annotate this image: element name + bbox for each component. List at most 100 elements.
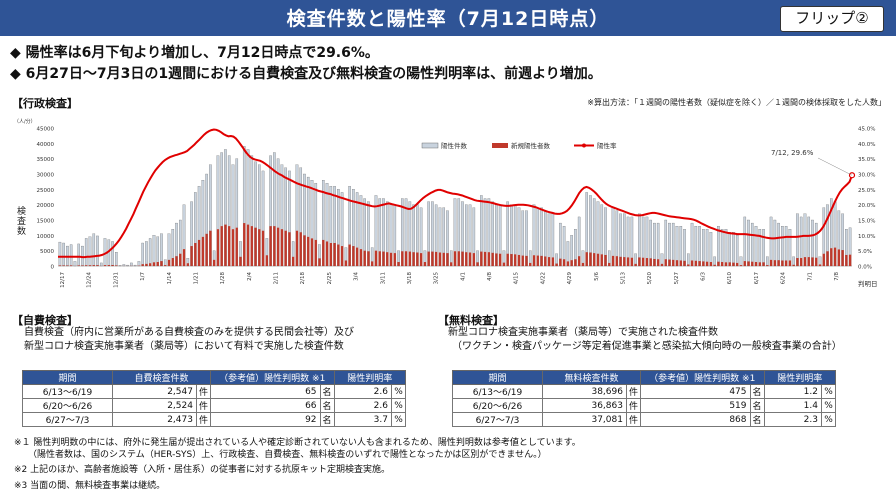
bar-positives bbox=[690, 260, 694, 266]
bar-positives bbox=[604, 254, 607, 266]
y-unit: （人/分） bbox=[14, 118, 36, 125]
y-tick-label: 40000 bbox=[37, 142, 55, 148]
bar-tests bbox=[769, 216, 773, 267]
bar-positives bbox=[261, 230, 265, 266]
bar-positives bbox=[796, 258, 799, 266]
self-test-desc-2: 新型コロナ検査実施事業者（薬局等）において有料で実施した検査件数 bbox=[24, 341, 344, 352]
bar-positives bbox=[322, 239, 325, 266]
bar-tests bbox=[713, 256, 716, 267]
x-tick-label: 4/29 bbox=[567, 272, 573, 285]
bar-positives bbox=[156, 262, 159, 266]
x-tick-label: 3/18 bbox=[407, 272, 413, 285]
bar-tests bbox=[141, 242, 144, 267]
y-axis-label: 検査数 bbox=[15, 205, 26, 236]
note-1: ※１ 陽性判明数の中には、府外に発生届が提出されている人や確定診断されていない人… bbox=[14, 438, 581, 448]
bar-positives bbox=[465, 252, 468, 266]
bar-positives bbox=[698, 261, 701, 266]
col-period: 期間 bbox=[452, 370, 543, 385]
bar-positives bbox=[66, 265, 69, 266]
y2-tick-label: 30.0% bbox=[858, 173, 875, 179]
bar-positives bbox=[239, 256, 242, 266]
bar-positives bbox=[337, 244, 340, 266]
table-row: 6/13～6/19 38,696 件 475 名 1.2% bbox=[452, 384, 836, 399]
legend-swatch-tests bbox=[421, 142, 439, 149]
bar-positives bbox=[273, 226, 276, 266]
x-tick-label: 12/31 bbox=[113, 272, 119, 288]
test-chart: 0 5000 10000 15000 20000 25000 30000 35000 40000… bbox=[14, 118, 878, 288]
bar-positives bbox=[299, 232, 302, 266]
legend-label: 陽性件数 bbox=[441, 141, 468, 150]
bar-positives bbox=[179, 253, 182, 266]
bar-positives bbox=[382, 251, 385, 266]
bar-positives bbox=[777, 260, 780, 266]
y2-tick-label: 35.0% bbox=[858, 157, 875, 163]
x-tick-label: 5/6 bbox=[594, 272, 600, 281]
title-bar bbox=[0, 0, 896, 36]
bar-tests bbox=[732, 232, 735, 267]
bar-positives bbox=[220, 226, 223, 266]
bar-positives bbox=[468, 252, 472, 266]
bar-positives bbox=[446, 253, 449, 266]
bar-positives bbox=[675, 260, 679, 266]
bar-positives bbox=[585, 252, 588, 266]
bar-positives bbox=[626, 257, 630, 266]
bar-positives bbox=[803, 257, 807, 266]
bar-positives bbox=[638, 257, 641, 266]
bar-positives bbox=[269, 226, 272, 266]
bar-positives bbox=[472, 253, 475, 266]
bar-positives bbox=[461, 251, 464, 266]
y-tick-label: 35000 bbox=[37, 157, 55, 163]
bar-positives bbox=[822, 253, 825, 266]
bar-positives bbox=[781, 260, 784, 266]
bar-positives bbox=[141, 264, 144, 266]
bar-positives bbox=[288, 232, 291, 266]
bar-positives bbox=[653, 258, 656, 266]
admin-label: 【行政検査】 bbox=[12, 97, 78, 110]
bar-positives bbox=[333, 243, 336, 266]
free-test-desc-2: （ワクチン・検査パッケージ等定着促進事業と感染拡大傾向時の一般検査事業の合計） bbox=[452, 341, 842, 352]
bar-positives bbox=[705, 261, 709, 266]
y2-tick-label: 15.0% bbox=[858, 219, 875, 225]
self-test-label: 【自費検査】 bbox=[12, 314, 78, 327]
bar-tests bbox=[130, 262, 133, 267]
bar-positives bbox=[547, 257, 551, 266]
bar-tests bbox=[84, 238, 88, 267]
bar-tests bbox=[118, 265, 122, 267]
bar-tests bbox=[77, 243, 80, 267]
bar-positives bbox=[833, 247, 837, 266]
bar-tests bbox=[724, 229, 728, 267]
x-tick-label: 12/24 bbox=[87, 272, 93, 288]
x-tick-label: 3/4 bbox=[354, 272, 360, 281]
bar-tests bbox=[773, 219, 777, 267]
bar-positives bbox=[502, 262, 506, 266]
bar-tests bbox=[705, 229, 709, 267]
bar-positives bbox=[645, 258, 649, 266]
bar-positives bbox=[498, 253, 502, 266]
bar-tests bbox=[758, 229, 762, 267]
bar-positives bbox=[687, 264, 690, 266]
table-row: 6/27～7/3 2,473 件 92 名 3.7% bbox=[22, 412, 406, 427]
bar-positives bbox=[209, 230, 212, 266]
bar-positives bbox=[521, 255, 524, 266]
x-tick-label: 3/25 bbox=[434, 272, 440, 285]
bar-positives bbox=[70, 265, 73, 266]
bar-tests bbox=[88, 236, 92, 267]
bar-positives bbox=[758, 262, 761, 266]
bar-positives bbox=[164, 265, 167, 266]
bar-positives bbox=[453, 251, 457, 266]
bar-positives bbox=[160, 261, 163, 266]
x-tick-label: 7/1 bbox=[807, 272, 813, 281]
bar-tests bbox=[148, 238, 152, 267]
bar-positives bbox=[788, 260, 792, 266]
bar-positives bbox=[363, 250, 366, 266]
bar-positives bbox=[630, 257, 634, 266]
bar-positives bbox=[325, 241, 329, 266]
bar-positives bbox=[792, 264, 795, 266]
bar-positives bbox=[254, 227, 257, 266]
bar-positives bbox=[412, 252, 415, 266]
bar-positives bbox=[634, 263, 637, 266]
free-test-label: 【無料検査】 bbox=[438, 314, 504, 327]
bar-positives bbox=[536, 255, 539, 266]
bar-tests bbox=[122, 264, 126, 267]
legend-label: 新規陽性者数 bbox=[511, 141, 551, 150]
